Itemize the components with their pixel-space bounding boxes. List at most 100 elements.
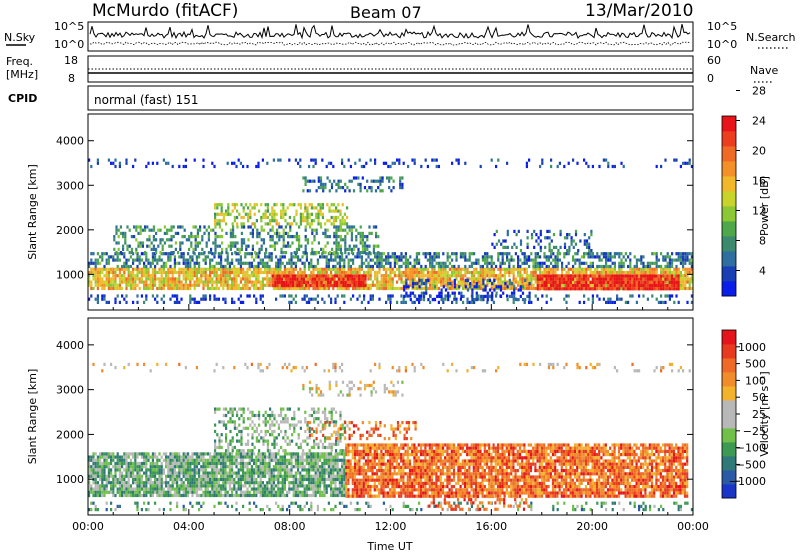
power-cell bbox=[486, 267, 489, 271]
power-cell bbox=[568, 245, 571, 249]
power-cell bbox=[112, 283, 115, 287]
power-cell bbox=[679, 280, 682, 284]
power-cell bbox=[178, 267, 181, 271]
power-cell bbox=[451, 252, 454, 256]
power-cell bbox=[437, 270, 440, 275]
power-cell bbox=[615, 280, 619, 284]
power-cell bbox=[437, 274, 440, 278]
power-cell bbox=[96, 277, 99, 281]
power-cell bbox=[333, 277, 336, 281]
power-cell bbox=[249, 231, 252, 235]
power-cell bbox=[101, 270, 104, 275]
power-cell bbox=[688, 267, 691, 271]
power-cell bbox=[94, 270, 97, 275]
velocity-cell bbox=[99, 487, 102, 491]
power-cell bbox=[620, 277, 623, 281]
power-cell bbox=[517, 264, 520, 269]
power-cell bbox=[360, 300, 363, 304]
power-cell bbox=[415, 283, 418, 287]
power-cell bbox=[212, 241, 215, 245]
power-cell bbox=[359, 238, 362, 242]
power-cell bbox=[351, 284, 354, 288]
power-cell bbox=[326, 235, 329, 239]
power-cell bbox=[224, 300, 227, 304]
power-cell bbox=[513, 291, 516, 295]
power-cell bbox=[611, 164, 614, 169]
power-cell bbox=[189, 255, 192, 259]
power-cell bbox=[506, 286, 509, 291]
power-cell bbox=[620, 280, 623, 284]
power-cell bbox=[321, 255, 324, 259]
power-cell bbox=[640, 261, 643, 265]
power-cell bbox=[429, 252, 432, 256]
velocity-cell bbox=[198, 458, 201, 462]
power-cell bbox=[148, 235, 151, 239]
power-cell bbox=[331, 284, 334, 288]
power-cell bbox=[178, 255, 181, 259]
power-cell bbox=[671, 258, 674, 262]
power-cell bbox=[521, 261, 524, 265]
power-cell bbox=[344, 280, 347, 284]
power-cell bbox=[299, 203, 302, 207]
velocity-cell bbox=[187, 490, 190, 494]
velocity-cell bbox=[94, 481, 97, 485]
power-cell bbox=[574, 287, 577, 291]
power-cell bbox=[182, 270, 185, 275]
power-cell bbox=[622, 284, 625, 288]
power-cell bbox=[204, 280, 207, 284]
velocity-cell bbox=[136, 481, 139, 485]
power-cell bbox=[420, 291, 423, 295]
power-cell bbox=[365, 270, 368, 275]
power-cell bbox=[214, 247, 217, 251]
power-cell bbox=[191, 283, 194, 287]
power-cell bbox=[352, 176, 356, 180]
velocity-cell bbox=[96, 458, 99, 462]
power-cell bbox=[228, 270, 231, 275]
power-cell bbox=[484, 270, 487, 275]
power-cell bbox=[187, 267, 190, 271]
power-cell bbox=[653, 261, 656, 265]
velocity-cell bbox=[127, 461, 130, 466]
velocity-cell bbox=[184, 458, 187, 462]
power-cell bbox=[688, 161, 691, 165]
power-cell bbox=[462, 274, 465, 278]
power-cell bbox=[624, 284, 627, 288]
power-cell bbox=[337, 203, 340, 207]
power-cell bbox=[618, 252, 621, 256]
velocity-cell bbox=[107, 455, 110, 459]
power-cell bbox=[513, 242, 516, 246]
power-cell bbox=[299, 267, 302, 271]
power-cell bbox=[670, 280, 674, 284]
power-cell bbox=[666, 284, 669, 288]
power-cell bbox=[339, 225, 342, 229]
power-cell bbox=[273, 212, 276, 216]
power-cell bbox=[655, 297, 658, 301]
power-cell bbox=[550, 158, 553, 162]
velocity-cell bbox=[151, 455, 154, 459]
power-cell bbox=[204, 294, 207, 298]
power-cell bbox=[116, 283, 119, 287]
power-cell bbox=[246, 280, 249, 284]
power-cell bbox=[543, 270, 546, 275]
power-cell bbox=[298, 225, 301, 229]
power-cell bbox=[137, 241, 140, 245]
power-cell bbox=[429, 277, 432, 281]
power-cell bbox=[486, 255, 489, 259]
power-cell bbox=[349, 277, 352, 281]
power-cell bbox=[598, 255, 601, 259]
velocity-cell bbox=[125, 455, 128, 459]
power-cell bbox=[280, 212, 283, 216]
power-cell bbox=[671, 270, 674, 275]
power-cell bbox=[569, 284, 572, 288]
power-cell bbox=[293, 251, 296, 255]
power-cell bbox=[382, 258, 385, 262]
power-cell bbox=[324, 235, 327, 239]
power-cell bbox=[160, 267, 163, 271]
power-cell bbox=[464, 274, 467, 278]
velocity-cell bbox=[149, 481, 152, 485]
power-cell bbox=[508, 252, 511, 256]
power-cell bbox=[350, 231, 353, 235]
velocity-cell bbox=[176, 477, 179, 482]
power-cell bbox=[585, 277, 588, 281]
power-cell bbox=[591, 252, 594, 256]
